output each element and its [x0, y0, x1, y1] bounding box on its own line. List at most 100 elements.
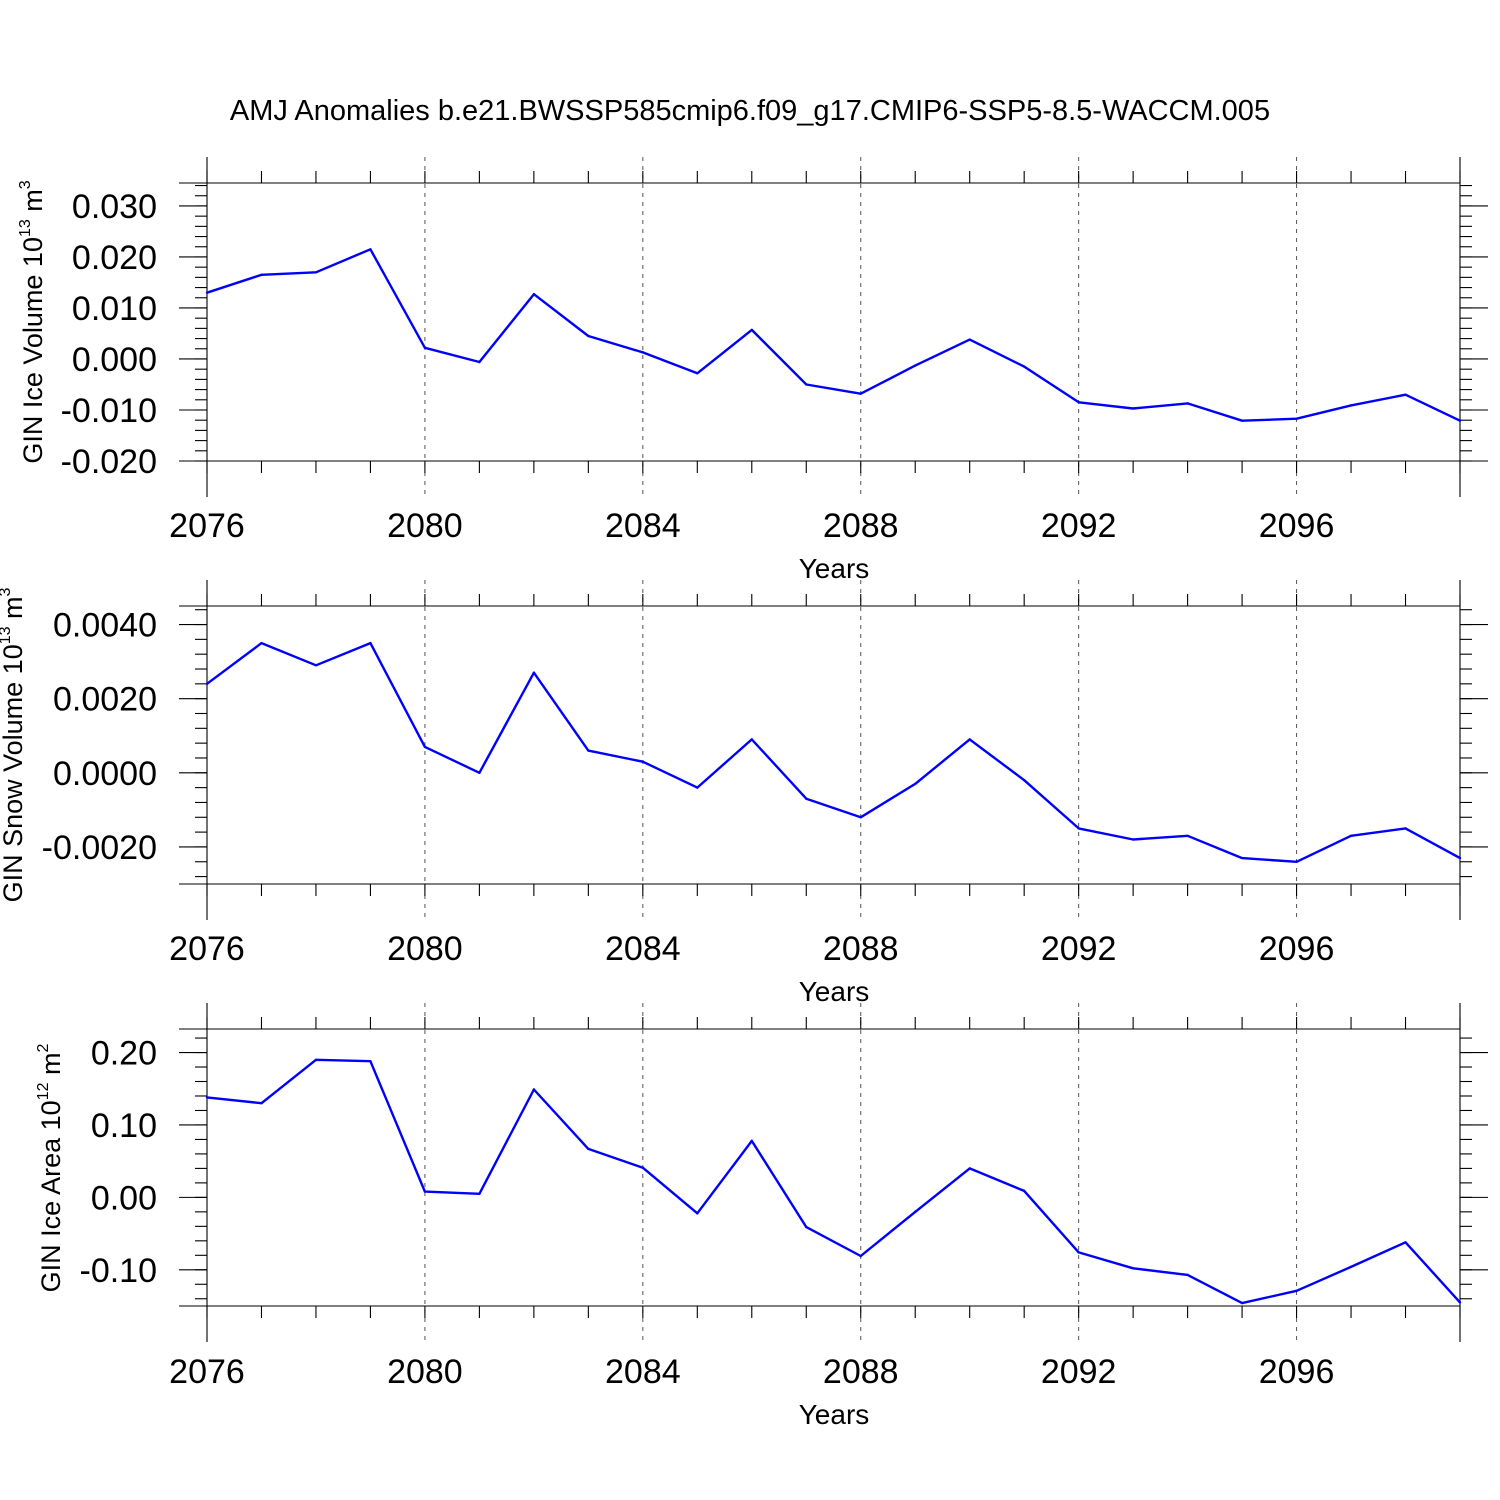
data-point — [587, 334, 590, 338]
data-point — [1186, 834, 1189, 838]
data-point — [641, 1166, 645, 1169]
data-point — [260, 273, 263, 277]
chart-panel-2: 0.0040 0.0020 0.0000 -0.0020 2076 2080 2084 208… — [0, 580, 1488, 1007]
x-tick-label: 2088 — [823, 930, 899, 968]
data-point — [805, 797, 808, 800]
data-point — [1240, 856, 1244, 860]
y-tick-label: -0.0020 — [42, 829, 157, 867]
data-point — [1022, 365, 1026, 368]
data-point — [205, 1096, 209, 1099]
data-point — [205, 291, 209, 294]
chart-panel-1: 0.030 0.020 0.010 0.000 -0.010 -0.020 2076 2080… — [17, 157, 1488, 584]
y-axis-label: GIN Snow Volume 1013 m3 — [0, 587, 28, 902]
data-point — [423, 1190, 427, 1193]
x-tick-label: 2092 — [1041, 507, 1117, 545]
data-point — [968, 338, 971, 341]
data-point — [750, 1139, 753, 1143]
y-tick-label: -0.10 — [80, 1252, 158, 1290]
y-tick-label: 0.0020 — [53, 681, 157, 719]
x-tick-label: 2076 — [169, 930, 245, 968]
data-point — [532, 293, 536, 296]
x-tick-label: 2088 — [823, 507, 899, 545]
data-point — [641, 351, 645, 354]
data-point — [1295, 860, 1298, 863]
y-tick-label: 0.10 — [91, 1107, 157, 1145]
x-tick-label: 2076 — [169, 507, 245, 545]
data-point — [532, 1088, 536, 1091]
data-point — [1295, 417, 1298, 420]
series-line — [206, 248, 1461, 422]
data-point — [478, 360, 481, 364]
data-point — [314, 664, 318, 667]
x-tick-label: 2084 — [605, 507, 681, 545]
x-tick-label: 2096 — [1259, 507, 1335, 545]
data-point — [587, 1147, 590, 1151]
y-axis-label: GIN Ice Volume 1013 m3 — [17, 180, 48, 463]
data-point — [1295, 1289, 1298, 1292]
data-point — [314, 1058, 318, 1061]
data-point — [1404, 1241, 1407, 1244]
data-point — [914, 1210, 917, 1214]
data-point — [1349, 834, 1353, 838]
x-tick-label: 2076 — [169, 1353, 245, 1391]
data-point — [369, 248, 372, 251]
data-point — [1131, 1267, 1135, 1270]
data-point — [859, 816, 862, 819]
y-tick-label: -0.010 — [61, 392, 157, 430]
data-point — [1186, 402, 1189, 405]
x-tick-label: 2084 — [605, 930, 681, 968]
data-point — [914, 364, 917, 367]
data-point — [696, 372, 699, 375]
x-axis-label: Years — [799, 1399, 870, 1430]
x-tick-label: 2092 — [1041, 1353, 1117, 1391]
y-axis-label: GIN Ice Area 1012 m2 — [35, 1044, 66, 1293]
data-point — [478, 1192, 481, 1195]
data-point — [750, 738, 753, 741]
data-point — [260, 641, 263, 645]
data-point — [750, 328, 753, 332]
x-tick-label: 2080 — [387, 507, 463, 545]
data-point — [1404, 827, 1407, 830]
data-point — [968, 1167, 971, 1170]
data-point — [423, 745, 427, 749]
y-tick-label: 0.030 — [72, 188, 157, 226]
x-tick-label: 2080 — [387, 930, 463, 968]
x-tick-label: 2088 — [823, 1353, 899, 1391]
y-tick-label: -0.020 — [61, 443, 157, 481]
data-point — [1458, 419, 1462, 422]
x-tick-label: 2096 — [1259, 930, 1335, 968]
data-point — [1458, 856, 1462, 860]
data-point — [587, 749, 590, 752]
x-tick-label: 2092 — [1041, 930, 1117, 968]
data-point — [805, 1225, 808, 1229]
data-point — [532, 671, 536, 674]
chart-panel-3: 0.20 0.10 0.00 -0.10 2076 2080 2084 2088 2092 209… — [35, 1003, 1488, 1430]
x-tick-label: 2084 — [605, 1353, 681, 1391]
data-point — [1131, 838, 1135, 841]
data-point — [1349, 1265, 1353, 1269]
data-point — [914, 782, 917, 786]
y-tick-label: 0.20 — [91, 1035, 157, 1073]
data-point — [423, 346, 427, 349]
x-tick-label: 2080 — [387, 1353, 463, 1391]
data-point — [205, 682, 209, 686]
y-tick-label: 0.00 — [91, 1179, 157, 1217]
data-point — [314, 271, 318, 274]
data-point — [1022, 1189, 1026, 1193]
data-point — [1349, 404, 1353, 407]
data-point — [1077, 401, 1080, 404]
data-point — [696, 786, 699, 789]
data-point — [641, 760, 645, 763]
x-axis-label: Years — [799, 976, 870, 1007]
data-point — [696, 1212, 699, 1215]
y-tick-label: 0.010 — [72, 290, 157, 328]
y-tick-label: 0.000 — [72, 341, 157, 379]
x-axis-label: Years — [799, 553, 870, 584]
data-point — [1404, 393, 1407, 396]
y-tick-label: 0.0040 — [53, 607, 157, 645]
y-tick-label: 0.020 — [72, 239, 157, 277]
data-point — [1458, 1301, 1462, 1304]
data-point — [805, 383, 808, 386]
series-line — [206, 641, 1461, 863]
